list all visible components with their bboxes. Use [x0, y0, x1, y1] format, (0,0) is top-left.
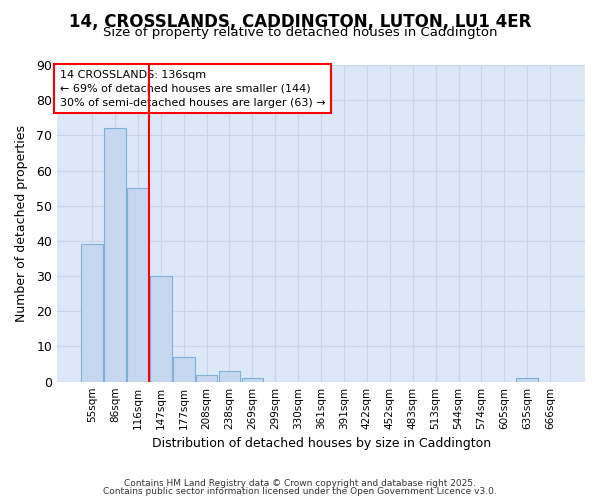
Text: Size of property relative to detached houses in Caddington: Size of property relative to detached ho… — [103, 26, 497, 39]
Bar — [81, 244, 103, 382]
Bar — [104, 128, 126, 382]
Bar — [196, 374, 217, 382]
Text: Contains HM Land Registry data © Crown copyright and database right 2025.: Contains HM Land Registry data © Crown c… — [124, 478, 476, 488]
Text: Contains public sector information licensed under the Open Government Licence v3: Contains public sector information licen… — [103, 487, 497, 496]
Text: 14, CROSSLANDS, CADDINGTON, LUTON, LU1 4ER: 14, CROSSLANDS, CADDINGTON, LUTON, LU1 4… — [69, 12, 531, 30]
X-axis label: Distribution of detached houses by size in Caddington: Distribution of detached houses by size … — [152, 437, 491, 450]
Bar — [150, 276, 172, 382]
Text: 14 CROSSLANDS: 136sqm
← 69% of detached houses are smaller (144)
30% of semi-det: 14 CROSSLANDS: 136sqm ← 69% of detached … — [60, 70, 325, 108]
Y-axis label: Number of detached properties: Number of detached properties — [15, 125, 28, 322]
Bar — [517, 378, 538, 382]
Bar — [127, 188, 149, 382]
Bar — [173, 357, 194, 382]
Bar — [242, 378, 263, 382]
Bar — [218, 371, 241, 382]
